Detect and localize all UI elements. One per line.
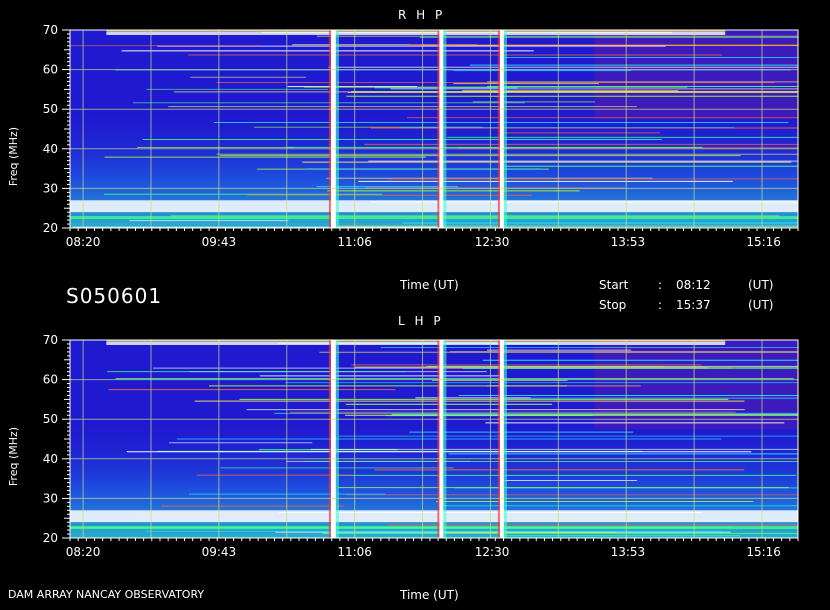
burst-column xyxy=(499,340,504,538)
start-label: Start xyxy=(599,278,629,292)
rhp-spectrogram-panel: 20 30 40 50 60 70 08:20 09:43 11:06 12:30 13:53 15:… xyxy=(43,23,799,249)
x-tick-label: 09:43 xyxy=(202,235,237,249)
burst-column xyxy=(439,30,444,228)
burst-column xyxy=(330,340,336,538)
y-tick-label: 20 xyxy=(43,531,58,545)
y-tick-label: 60 xyxy=(43,373,58,387)
y-tick-label: 20 xyxy=(43,221,58,235)
stop-label: Stop xyxy=(599,298,627,312)
burst-column xyxy=(330,30,336,228)
x-tick-label: 15:16 xyxy=(746,235,781,249)
x-tick-label: 15:16 xyxy=(746,545,781,559)
lhp-ylabel: Freq (MHz) xyxy=(7,426,21,487)
band-70mhz xyxy=(106,30,726,32)
rhp-ylabel: Freq (MHz) xyxy=(7,126,21,187)
y-tick-label: 60 xyxy=(43,63,58,77)
x-tick-label: 09:43 xyxy=(202,545,237,559)
burst-glow xyxy=(503,30,507,228)
burst-column xyxy=(499,30,504,228)
rhp-xlabel: Time (UT) xyxy=(400,278,459,292)
lhp-title: L H P xyxy=(398,314,444,328)
band-68mhz xyxy=(106,31,726,35)
burst-edge xyxy=(328,340,331,538)
x-tick-label: 11:06 xyxy=(337,235,372,249)
rhp-title: R H P xyxy=(398,8,446,22)
y-tick-label: 30 xyxy=(43,491,58,505)
lhp-spectrogram-panel: 20 30 40 50 60 70 08:20 09:43 11:06 12:30 13:53 15:… xyxy=(43,333,799,559)
y-tick-label: 70 xyxy=(43,333,58,347)
x-tick-label: 12:30 xyxy=(475,235,510,249)
y-tick-label: 40 xyxy=(43,452,58,466)
burst-edge xyxy=(328,30,331,228)
y-tick-label: 70 xyxy=(43,23,58,37)
band-22mhz xyxy=(70,216,798,220)
x-tick-label: 11:06 xyxy=(337,545,372,559)
start-unit: (UT) xyxy=(748,278,774,292)
burst-glow xyxy=(503,340,507,538)
band-68mhz xyxy=(106,341,726,345)
lhp-xlabel: Time (UT) xyxy=(400,588,459,602)
burst-edge xyxy=(497,30,500,228)
x-tick-label: 13:53 xyxy=(611,545,646,559)
burst-glow xyxy=(443,340,447,538)
y-tick-label: 50 xyxy=(43,412,58,426)
start-time: 08:12 xyxy=(676,278,711,292)
band-22mhz xyxy=(70,526,798,530)
start-colon: : xyxy=(658,278,663,292)
band-70mhz xyxy=(106,340,726,342)
x-tick-label: 08:20 xyxy=(66,545,101,559)
x-tick-label: 08:20 xyxy=(66,235,101,249)
burst-edge xyxy=(437,340,440,538)
x-tick-label: 12:30 xyxy=(475,545,510,559)
footer-observatory: DAM ARRAY NANCAY OBSERVATORY xyxy=(8,588,205,601)
burst-column xyxy=(439,340,444,538)
observation-id: S050601 xyxy=(66,284,163,308)
stop-time: 15:37 xyxy=(676,298,711,312)
band-25mhz xyxy=(70,510,798,523)
spectrogram-quiet-region xyxy=(594,30,798,120)
y-tick-label: 30 xyxy=(43,181,58,195)
burst-edge xyxy=(437,30,440,228)
stop-unit: (UT) xyxy=(748,298,774,312)
stop-colon: : xyxy=(658,298,663,312)
burst-glow xyxy=(443,30,447,228)
x-tick-label: 13:53 xyxy=(611,235,646,249)
y-tick-label: 50 xyxy=(43,102,58,116)
band-25mhz xyxy=(70,200,798,213)
burst-glow xyxy=(335,340,339,538)
y-tick-label: 40 xyxy=(43,142,58,156)
burst-glow xyxy=(335,30,339,228)
burst-edge xyxy=(497,340,500,538)
